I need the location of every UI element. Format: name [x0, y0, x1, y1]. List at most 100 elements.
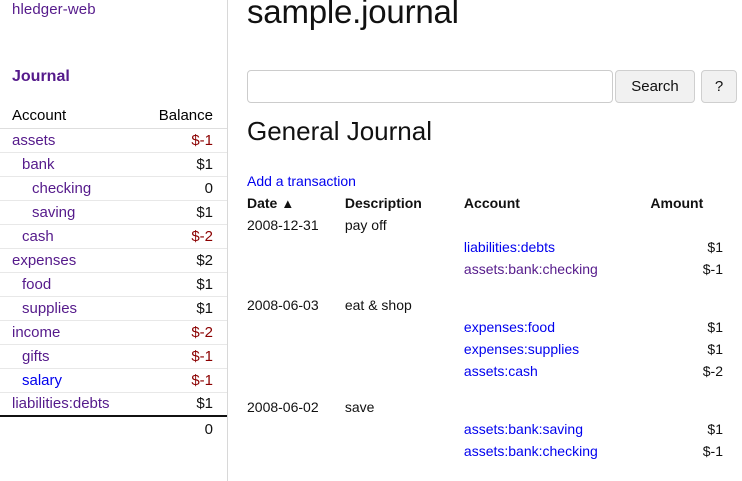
search-button[interactable]: Search	[615, 70, 695, 103]
account-name-cell: gifts	[0, 344, 140, 368]
main-content: sample.journal Search ? General Journal …	[228, 0, 742, 481]
transaction-date: 2008-06-02	[247, 399, 319, 415]
transaction-account-spacer	[455, 214, 638, 236]
transaction-account-spacer	[455, 396, 638, 418]
journal-table-body: 2008-12-31 pay off liabilities:debts $1 asse…	[247, 214, 723, 462]
account-link[interactable]: income	[12, 323, 61, 341]
posting-date-spacer	[247, 316, 345, 338]
account-row: bank $1	[0, 152, 227, 176]
account-total-row: 0	[0, 415, 227, 442]
account-name-cell: cash	[0, 224, 140, 248]
account-link[interactable]: supplies	[22, 299, 78, 317]
journal-table-head: Date ▲ Description Account Amount	[247, 194, 723, 214]
section-title: General Journal	[247, 116, 432, 146]
account-link[interactable]: gifts	[22, 347, 50, 365]
account-link[interactable]: assets	[12, 131, 56, 149]
transaction-description: eat & shop	[344, 297, 412, 313]
account-row: expenses $2	[0, 248, 227, 272]
posting-description-spacer	[345, 316, 455, 338]
posting-account-link[interactable]: assets:bank:checking	[463, 261, 598, 277]
transaction-row: 2008-06-03 eat & shop	[247, 294, 723, 316]
posting-description-spacer	[345, 236, 455, 258]
posting-account-cell: liabilities:debts	[455, 236, 638, 258]
sort-ascending-icon: ▲	[281, 196, 295, 211]
posting-row: expenses:supplies $1	[247, 338, 723, 360]
posting-account-cell: assets:cash	[455, 360, 638, 382]
posting-account-link[interactable]: assets:bank:saving	[463, 421, 583, 437]
account-row: liabilities:debts $1	[0, 392, 227, 416]
account-link[interactable]: cash	[22, 227, 54, 245]
description-column-header: Description	[344, 195, 422, 211]
account-row: checking 0	[0, 176, 227, 200]
page-title: sample.journal	[247, 0, 459, 30]
account-row: assets $-1	[0, 128, 227, 152]
date-header-label: Date	[247, 195, 278, 211]
posting-row: liabilities:debts $1	[247, 236, 723, 258]
sidebar-journal-link[interactable]: Journal	[12, 68, 70, 85]
account-name-cell: expenses	[0, 248, 140, 272]
account-link[interactable]: food	[22, 275, 52, 293]
spacer-cell	[247, 280, 723, 294]
account-link[interactable]: checking	[32, 179, 92, 197]
posting-amount-cell: $1	[707, 421, 723, 437]
posting-amount-cell: $-1	[702, 261, 723, 277]
account-balance-cell: $-2	[191, 227, 213, 245]
account-column-header: Account	[0, 104, 140, 129]
transaction-row: 2008-06-02 save	[247, 396, 723, 418]
posting-description-spacer	[345, 338, 455, 360]
balance-column-header: Balance	[139, 104, 227, 129]
posting-account-cell: assets:bank:checking	[455, 258, 638, 280]
account-balance-cell: $-2	[191, 323, 213, 341]
account-table-header-row: Account Balance	[0, 104, 227, 129]
posting-amount-cell: $1	[707, 341, 723, 357]
posting-description-spacer	[345, 418, 455, 440]
account-link[interactable]: saving	[32, 203, 76, 221]
date-column-header[interactable]: Date ▲	[247, 194, 345, 214]
account-column-header-main: Account	[463, 195, 520, 211]
account-table-body: assets $-1 bank $1 checking 0 saving $1 cash $-2 e…	[0, 128, 227, 442]
sidebar: hledger-web Journal Account Balance asse…	[0, 0, 228, 481]
journal-header-row: Date ▲ Description Account Amount	[247, 194, 723, 214]
posting-description-spacer	[345, 440, 455, 462]
account-name-cell: income	[0, 320, 140, 344]
add-transaction-link[interactable]: Add a transaction	[247, 173, 356, 189]
transaction-spacer	[247, 382, 723, 396]
posting-row: expenses:food $1	[247, 316, 723, 338]
posting-account-link[interactable]: assets:cash	[463, 363, 538, 379]
posting-date-spacer	[247, 440, 345, 462]
posting-account-link[interactable]: expenses:supplies	[463, 341, 580, 357]
search-input[interactable]	[247, 70, 613, 103]
account-table-head: Account Balance	[0, 104, 227, 129]
search-form: Search ?	[247, 70, 737, 103]
account-row: saving $1	[0, 200, 227, 224]
search-help-button[interactable]: ?	[701, 70, 737, 103]
account-link[interactable]: liabilities:debts	[12, 395, 110, 413]
total-label-cell	[0, 415, 140, 442]
posting-account-link[interactable]: assets:bank:checking	[463, 443, 598, 459]
account-link[interactable]: expenses	[12, 251, 77, 269]
brand-link[interactable]: hledger-web	[12, 1, 96, 18]
account-name-cell: salary	[0, 368, 140, 392]
journal-table: Date ▲ Description Account Amount 2008-12…	[247, 194, 723, 462]
account-row: cash $-2	[0, 224, 227, 248]
amount-column-header: Amount	[650, 195, 704, 211]
transaction-date: 2008-06-03	[247, 297, 319, 313]
posting-row: assets:bank:checking $-1	[247, 440, 723, 462]
posting-amount-cell: $-2	[702, 363, 723, 379]
account-balance-cell: $1	[196, 155, 213, 173]
account-row: salary $-1	[0, 368, 227, 392]
account-balances-table: Account Balance assets $-1 bank $1 checking 0…	[0, 104, 227, 442]
account-name-cell: bank	[0, 152, 140, 176]
account-name-cell: saving	[0, 200, 140, 224]
posting-account-link[interactable]: expenses:food	[463, 319, 555, 335]
posting-account-cell: expenses:food	[455, 316, 638, 338]
account-row: food $1	[0, 272, 227, 296]
account-balance-cell: $-1	[191, 347, 213, 365]
transaction-account-spacer	[455, 294, 638, 316]
account-link[interactable]: salary	[22, 371, 63, 389]
account-name-cell: supplies	[0, 296, 140, 320]
account-link[interactable]: bank	[22, 155, 55, 173]
account-name-cell: checking	[0, 176, 140, 200]
posting-account-link[interactable]: liabilities:debts	[463, 239, 555, 255]
